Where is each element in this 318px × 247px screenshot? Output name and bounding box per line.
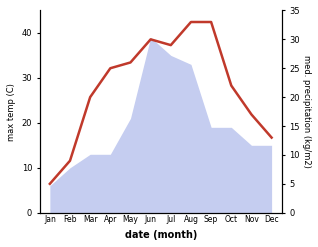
X-axis label: date (month): date (month): [125, 230, 197, 240]
Y-axis label: med. precipitation (kg/m2): med. precipitation (kg/m2): [302, 55, 311, 168]
Y-axis label: max temp (C): max temp (C): [7, 83, 16, 141]
